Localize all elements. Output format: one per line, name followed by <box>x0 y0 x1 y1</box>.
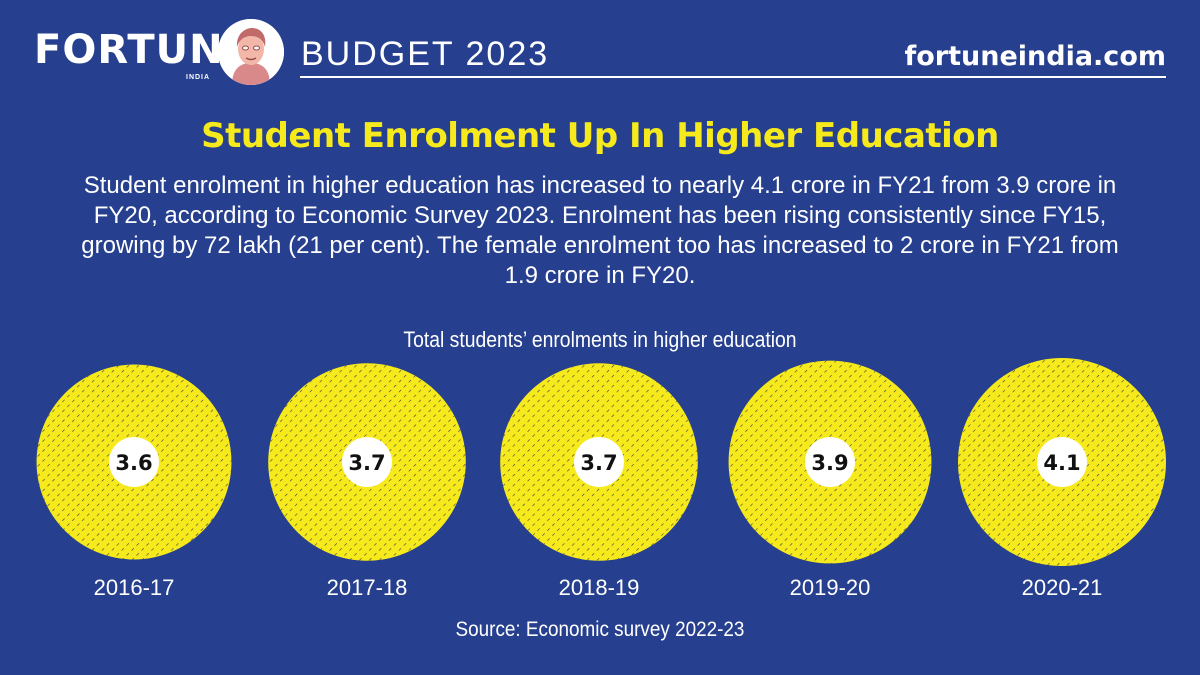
fortune-logo[interactable]: FORTUNE <box>34 27 252 73</box>
portrait-illustration-icon <box>218 19 284 85</box>
data-label: 3.9 <box>811 451 848 475</box>
value-badge <box>574 437 624 487</box>
bubble-chart: 3.6 2016-17 3.7 2017-18 3.7 2018-19 3.9 2019-20… <box>36 358 1166 600</box>
chart-title: Total students’ enrolments in higher edu… <box>403 327 797 352</box>
data-label: 3.7 <box>348 451 385 475</box>
header-divider <box>300 76 1166 78</box>
category-label: 2020-21 <box>1022 575 1103 600</box>
category-label: 2018-19 <box>559 575 640 600</box>
fortune-logo-sub: INDIA <box>186 74 211 81</box>
headline: Student Enrolment Up In Higher Education <box>201 116 999 156</box>
avatar <box>218 19 284 85</box>
section-title: BUDGET 2023 <box>301 35 550 73</box>
data-label: 4.1 <box>1043 451 1080 475</box>
category-label: 2017-18 <box>327 575 408 600</box>
value-badge <box>1037 437 1087 487</box>
header: FORTUNE INDIA BUDGET 2023 fortuneindia.c… <box>0 0 1200 100</box>
category-label: 2019-20 <box>790 575 871 600</box>
value-badge <box>805 437 855 487</box>
data-label: 3.7 <box>580 451 617 475</box>
value-badge <box>109 437 159 487</box>
data-label: 3.6 <box>115 451 152 475</box>
category-label: 2016-17 <box>94 575 175 600</box>
description: Student enrolment in higher education ha… <box>81 172 1119 289</box>
value-badge <box>342 437 392 487</box>
source-note: Source: Economic survey 2022-23 <box>455 618 745 641</box>
site-link[interactable]: fortuneindia.com <box>904 41 1167 72</box>
